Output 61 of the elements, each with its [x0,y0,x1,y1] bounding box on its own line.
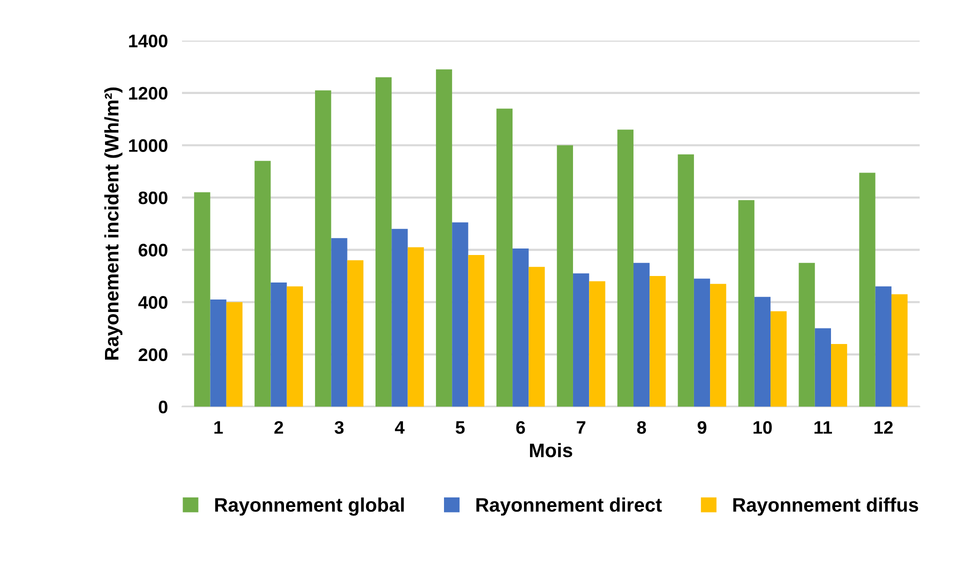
bar [270,282,287,407]
x-tick-label: 12 [874,421,893,434]
bar [617,130,634,407]
bar [831,344,848,407]
bar [315,90,332,407]
y-tick-label: 0 [158,400,168,414]
y-tick-label: 600 [138,244,168,257]
bar [650,276,666,407]
x-tick-label: 7 [576,421,586,434]
bar [392,228,408,407]
bar [573,273,590,407]
y-tick-label: 1000 [129,139,168,152]
x-tick-label: 11 [814,421,832,434]
bar [678,154,694,407]
x-axis-title: Mois [530,442,572,458]
bar [226,302,242,407]
bar [710,284,726,407]
bar [286,286,303,407]
bar [331,238,348,407]
bar [798,262,815,407]
x-tick-label: 6 [516,421,525,434]
x-tick-label: 5 [456,421,465,434]
bar [770,311,787,407]
bar [210,300,226,407]
y-tick-label: 800 [138,191,168,204]
x-tick-label: 1 [214,421,223,434]
bar [754,296,771,407]
bar [194,192,210,407]
bar [859,172,876,407]
bar [589,281,606,407]
bar [347,260,364,407]
bar [468,255,484,407]
bar [738,200,754,407]
y-tick-label: 400 [138,296,168,309]
bar [694,278,710,407]
y-tick-label: 1200 [129,86,168,100]
x-tick-label: 2 [274,421,284,434]
bar [633,262,650,407]
bar [376,77,392,407]
legend-label: Rayonnement diffus [733,498,918,516]
x-tick-label: 4 [394,421,405,434]
x-tick-label: 10 [754,421,772,434]
y-tick-label: 1400 [129,34,168,48]
y-axis-title: Rayonement incident (Wh/m²) [104,87,122,360]
x-tick-label: 9 [698,421,706,434]
legend-label: Rayonnement direct [476,498,662,516]
bar [512,248,529,407]
bar [891,294,908,407]
x-tick-label: 3 [334,421,344,434]
bar [814,328,831,407]
bar [875,286,892,407]
legend-label: Rayonnement global [215,498,404,516]
bar [528,266,545,407]
bar [436,69,452,407]
bar [556,145,574,407]
bar [496,108,513,407]
bar [254,160,271,407]
x-tick-label: 8 [637,421,646,434]
bar [452,222,468,407]
bar [408,247,424,407]
y-tick-label: 200 [138,348,168,362]
